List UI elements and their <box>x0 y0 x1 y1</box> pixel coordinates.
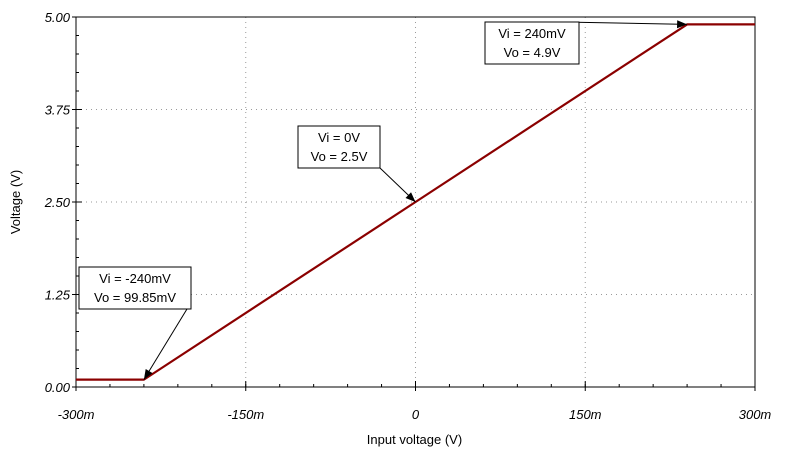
annotation-box <box>484 21 580 65</box>
y-tick-label: 5.00 <box>45 10 71 25</box>
annotation-box <box>297 125 381 169</box>
annotation-arrow-line <box>143 308 188 380</box>
annotation-arrowhead <box>677 20 688 29</box>
annotation-text: Vi = -240mV <box>99 271 171 286</box>
annotation-text: Vo = 2.5V <box>311 149 368 164</box>
annotation-text: Vo = 4.9V <box>504 45 561 60</box>
annotation-callout: Vi = -240mV Vo = 99.85mV <box>78 266 192 380</box>
axis-ticks: 0.00 1.25 2.50 3.75 5.00 -300m -150m 0 150m 300m <box>44 10 772 422</box>
annotation-text: Vi = 240mV <box>498 26 566 41</box>
annotation-arrowhead <box>405 192 416 202</box>
y-tick-label: 1.25 <box>45 288 71 303</box>
x-tick-label: -300m <box>58 407 95 422</box>
annotation-arrow-line <box>562 21 688 25</box>
x-tick-label: 150m <box>569 407 602 422</box>
x-axis-label: Input voltage (V) <box>367 432 462 447</box>
x-tick-label: 300m <box>739 407 772 422</box>
annotation-text: Vo = 99.85mV <box>94 290 176 305</box>
x-tick-label: -150m <box>227 407 264 422</box>
annotation-arrowhead <box>143 368 153 380</box>
y-tick-label: 0.00 <box>45 380 71 395</box>
annotation-text: Vi = 0V <box>318 130 360 145</box>
x-tick-label: 0 <box>412 407 420 422</box>
y-tick-label: 2.50 <box>44 195 71 210</box>
annotation-callout: Vi = 0V Vo = 2.5V <box>297 125 416 203</box>
annotation-box <box>78 266 192 310</box>
y-axis-label: Voltage (V) <box>8 170 23 234</box>
annotation-callout: Vi = 240mV Vo = 4.9V <box>484 20 688 65</box>
y-tick-label: 3.75 <box>45 103 71 118</box>
